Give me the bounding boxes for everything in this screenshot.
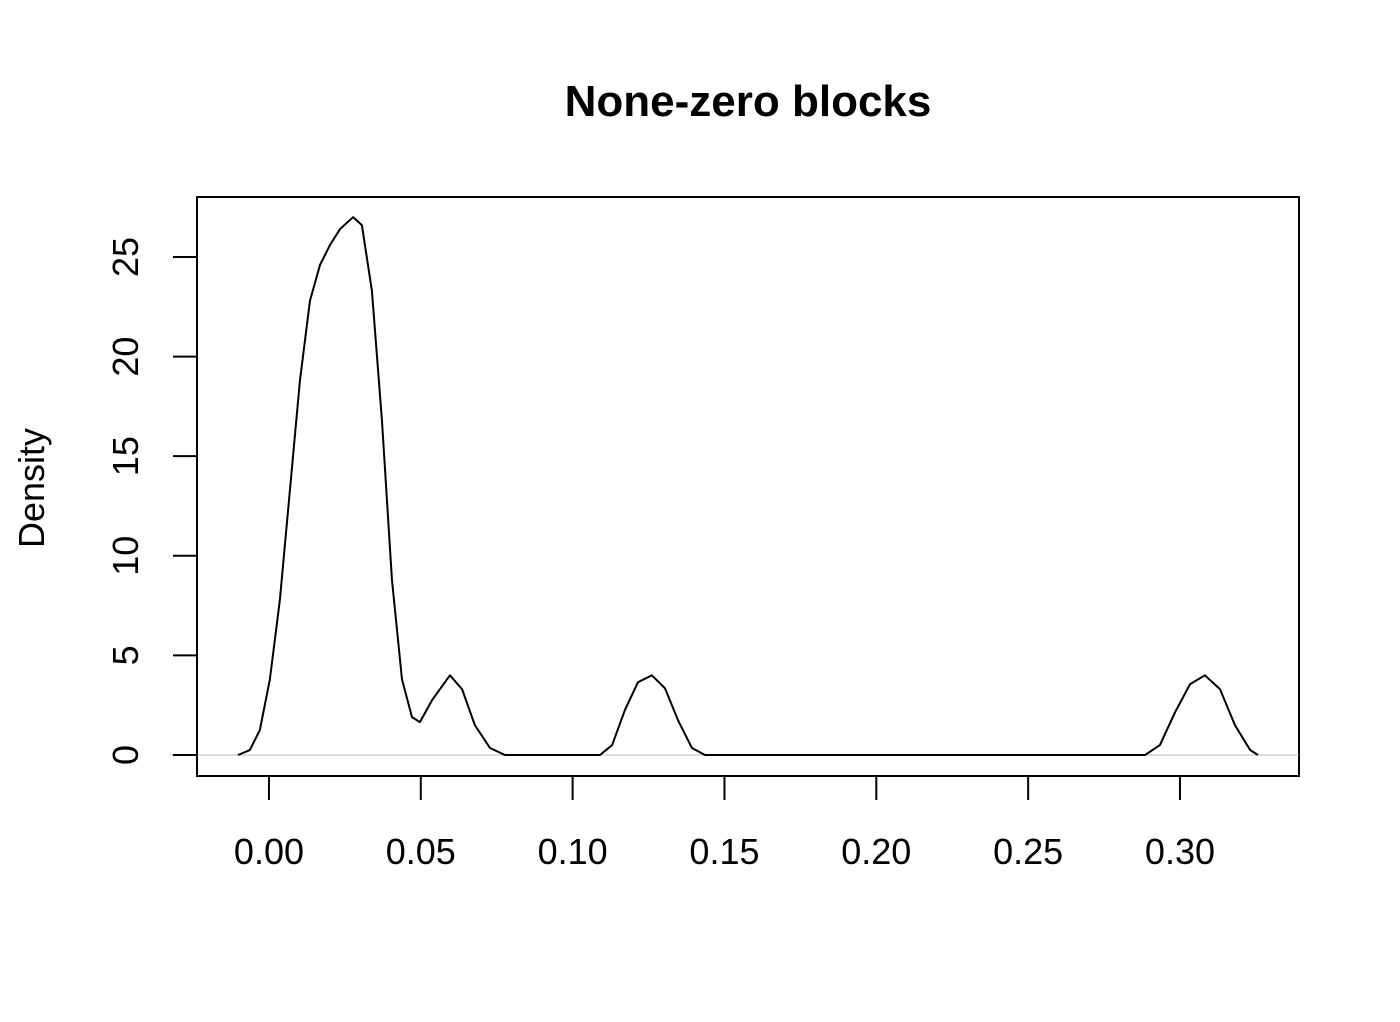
x-tick-label: 0.00 <box>234 831 304 872</box>
x-tick-label: 0.25 <box>993 831 1063 872</box>
density-line <box>237 216 1259 757</box>
x-tick-label: 0.10 <box>538 831 608 872</box>
y-tick-label: 25 <box>105 237 146 277</box>
x-tick-label: 0.05 <box>386 831 456 872</box>
y-tick-label: 10 <box>105 536 146 576</box>
y-tick-label: 5 <box>105 645 146 665</box>
y-tick-label: 0 <box>105 745 146 765</box>
plot-frame <box>196 196 1300 777</box>
y-tick-label: 20 <box>105 337 146 377</box>
chart-title: None-zero blocks <box>565 77 932 126</box>
y-tick-label: 15 <box>105 436 146 476</box>
x-tick-label: 0.15 <box>689 831 759 872</box>
x-tick-label: 0.20 <box>841 831 911 872</box>
y-axis-label: Density <box>11 428 52 548</box>
x-tick-label: 0.30 <box>1145 831 1215 872</box>
